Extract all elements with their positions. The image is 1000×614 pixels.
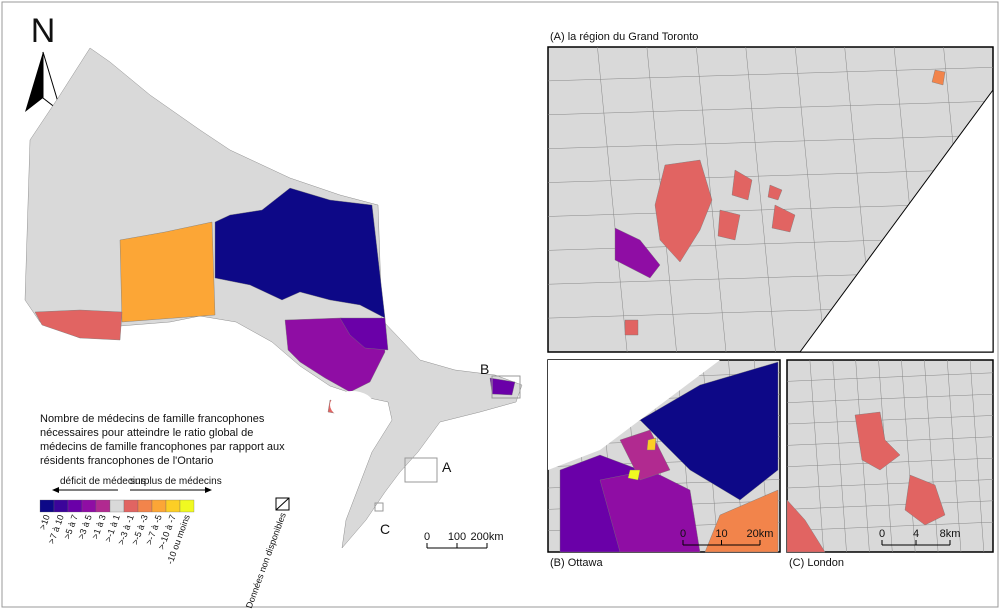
- boundary-line: [547, 134, 994, 149]
- scale-label: 0: [424, 531, 430, 543]
- boundary-line: [547, 100, 994, 116]
- north-arrow: N: [25, 12, 62, 114]
- no-data-label: Données non disponibles: [244, 511, 288, 609]
- inset-region: [731, 169, 753, 201]
- boundary-line: [794, 46, 826, 353]
- boundary-line: [969, 359, 985, 553]
- no-data-hatch: [275, 497, 290, 511]
- inset-title: (C) London: [789, 557, 844, 569]
- inset-region: [854, 411, 901, 471]
- legend-swatch: [67, 499, 83, 513]
- deficit-label: déficit de médecins: [60, 476, 146, 487]
- boundary-line: [901, 359, 916, 553]
- deficit-arrow-head: [52, 487, 59, 493]
- legend-swatch: [81, 499, 97, 513]
- inset-region: [771, 204, 796, 233]
- inset-title: (A) la région du Grand Toronto: [550, 31, 698, 43]
- scale-label: 4: [913, 528, 919, 540]
- inset-region: [624, 319, 639, 336]
- legend: Nombre de médecins de famille francophon…: [37, 413, 290, 610]
- boundary-line: [832, 359, 847, 553]
- scale-label: 0: [879, 528, 885, 540]
- boundary-line: [946, 359, 962, 553]
- legend-swatch: [39, 499, 55, 513]
- inset-region: [904, 474, 946, 526]
- legend-swatch: [123, 499, 139, 513]
- legend-swatch: [165, 499, 181, 513]
- boundary-line: [745, 46, 776, 353]
- scale-label: 100: [448, 531, 466, 543]
- inset-region: [619, 429, 671, 481]
- boundary-line: [547, 67, 994, 82]
- inset-region: [627, 469, 641, 481]
- boundary-line: [786, 372, 994, 382]
- legend-swatch: [179, 499, 195, 513]
- boundary-line: [786, 436, 994, 446]
- boundary-line: [786, 479, 994, 489]
- boundary-line: [547, 168, 994, 183]
- boundary-line: [597, 46, 628, 353]
- boundary-line: [786, 500, 994, 510]
- legend-swatch: [109, 499, 125, 513]
- inset-region: [704, 489, 779, 553]
- surplus-label: surplus de médecins: [130, 476, 222, 487]
- boundary-line: [786, 415, 994, 425]
- river: [548, 360, 720, 470]
- boundary-line: [809, 359, 824, 553]
- scale-label: 0: [680, 528, 686, 540]
- scale-label: 8km: [940, 528, 961, 540]
- inset-region: [767, 184, 783, 201]
- inset-region: [614, 227, 661, 279]
- inset-region: [646, 437, 657, 451]
- scale-label: 200km: [470, 531, 503, 543]
- boundary-line: [786, 521, 994, 531]
- inset-region: [717, 209, 741, 241]
- area-label: B: [480, 361, 489, 377]
- insets: (A) la région du Grand Toronto0816km(B) …: [547, 31, 994, 569]
- north-label: N: [31, 12, 56, 50]
- area-label: A: [442, 459, 452, 475]
- boundary-line: [924, 359, 939, 553]
- inset-region: [931, 69, 946, 86]
- surplus-arrow-head: [205, 487, 212, 493]
- legend-swatch: [137, 499, 153, 513]
- legend-swatch: [95, 499, 111, 513]
- legend-class-label: >10: [37, 513, 52, 531]
- boundary-line: [786, 393, 994, 403]
- inset-region: [786, 499, 826, 553]
- main-map: A B C: [24, 47, 523, 549]
- legend-title: Nombre de médecins de famille francophon…: [40, 413, 285, 467]
- scale-label: 20km: [747, 528, 774, 540]
- inset-title: (B) Ottawa: [550, 557, 603, 569]
- inset-region: [639, 361, 779, 501]
- legend-swatch: [151, 499, 167, 513]
- area-label: C: [380, 521, 390, 537]
- inset-region: [654, 159, 713, 263]
- scale-label: 10: [715, 528, 727, 540]
- legend-swatch: [53, 499, 69, 513]
- lake: [799, 88, 994, 353]
